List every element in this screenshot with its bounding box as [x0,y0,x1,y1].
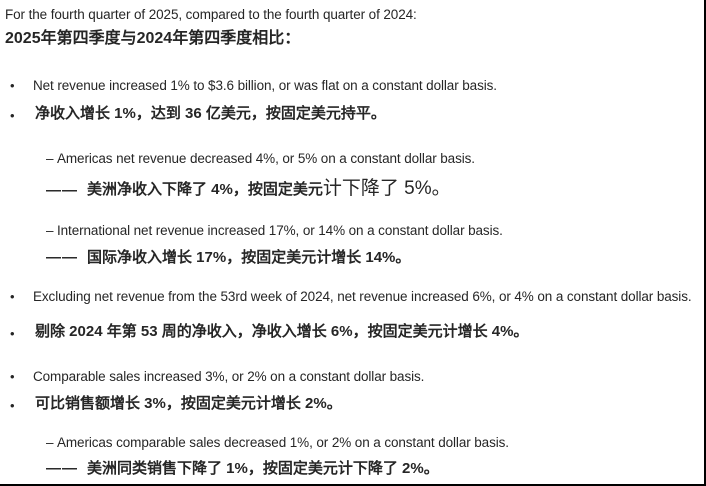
sub-international-net-revenue-en-text: International net revenue increased 17%,… [57,223,503,238]
bullet-marker: • [10,78,15,93]
dash-marker: – [46,435,54,450]
sub-americas-net-revenue-en-text: Americas net revenue decreased 4%, or 5%… [57,151,475,166]
sub-americas-comparable-sales-zh-text: 美洲同类销售下降了 1%，按固定美元计下降了 2%。 [87,460,439,477]
bullet-comparable-sales-zh-text: 可比销售额增长 3%，按固定美元计增长 2%。 [35,395,342,412]
sub-americas-net-revenue-zh-text: 美洲净收入下降了 4%，按固定美元 [87,181,323,198]
sub-americas-net-revenue-en: – Americas net revenue decreased 4%, or 5… [46,150,475,167]
sub-international-net-revenue-en: – International net revenue increased 17%… [46,222,503,239]
bullet-marker: • [10,369,15,384]
dash-marker: —— [46,460,78,477]
dash-marker: —— [46,182,78,199]
bullet-excluding-53rd-week-zh-text: 剔除 2024 年第 53 周的净收入，净收入增长 6%，按固定美元计增长 4%… [35,323,529,340]
dash-marker: – [46,151,54,166]
sub-americas-net-revenue-zh: —— 美洲净收入下降了 4%，按固定美元计下降了 5%。 [46,177,451,202]
bullet-excluding-53rd-week-en: • Excluding net revenue from the 53rd wee… [10,288,692,305]
sub-international-net-revenue-zh: —— 国际净收入增长 17%，按固定美元计增长 14%。 [46,248,411,268]
bullet-net-revenue-en-text: Net revenue increased 1% to $3.6 billion… [33,78,497,93]
bullet-net-revenue-zh: • 净收入增长 1%，达到 36 亿美元，按固定美元持平。 [10,104,386,124]
bullet-net-revenue-zh-text: 净收入增长 1%，达到 36 亿美元，按固定美元持平。 [35,105,386,122]
bullet-marker: • [10,289,15,304]
dash-marker: – [46,223,54,238]
bullet-comparable-sales-en: • Comparable sales increased 3%, or 2% on… [10,368,425,385]
sub-americas-net-revenue-zh-large-text: 计下降了 5%。 [322,178,451,199]
bullet-net-revenue-en: • Net revenue increased 1% to $3.6 billio… [10,77,497,94]
bullet-excluding-53rd-week-zh: • 剔除 2024 年第 53 周的净收入，净收入增长 6%，按固定美元计增长 4… [10,322,529,342]
bullet-marker: • [10,326,15,341]
sub-americas-comparable-sales-zh: —— 美洲同类销售下降了 1%，按固定美元计下降了 2%。 [46,459,439,479]
bullet-comparable-sales-zh: • 可比销售额增长 3%，按固定美元计增长 2%。 [10,394,342,414]
intro-line-en: For the fourth quarter of 2025, compared… [5,7,417,22]
intro-line-zh: 2025年第四季度与2024年第四季度相比： [5,30,301,47]
sub-americas-comparable-sales-en-text: Americas comparable sales decreased 1%, … [57,435,509,450]
sub-americas-comparable-sales-en: – Americas comparable sales decreased 1%,… [46,434,509,451]
bullet-marker: • [10,398,15,413]
dash-marker: —— [46,249,78,266]
bullet-comparable-sales-en-text: Comparable sales increased 3%, or 2% on … [33,369,425,384]
bullet-marker: • [10,108,15,123]
bullet-excluding-53rd-week-en-text: Excluding net revenue from the 53rd week… [33,289,692,304]
sub-international-net-revenue-zh-text: 国际净收入增长 17%，按固定美元计增长 14%。 [87,249,411,266]
